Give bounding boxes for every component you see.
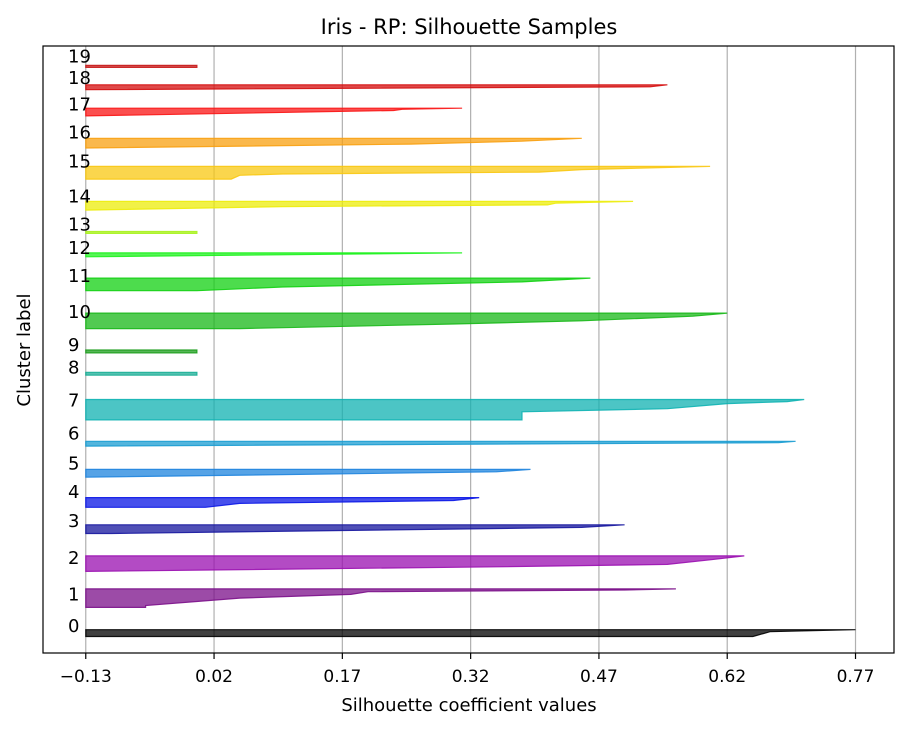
cluster-10-silhouette: [85, 312, 728, 330]
cluster-5-silhouette: [85, 468, 531, 478]
cluster-label-16: 16: [68, 122, 91, 143]
cluster-6-silhouette: [85, 440, 796, 447]
x-tick-label: 0.02: [195, 667, 233, 687]
cluster-12-silhouette: [85, 252, 463, 258]
cluster-9-silhouette: [85, 349, 198, 354]
cluster-3-silhouette: [85, 524, 625, 535]
x-tick-label: 0.62: [708, 667, 746, 687]
cluster-4-silhouette: [85, 497, 480, 508]
plot-frame: [42, 45, 895, 654]
cluster-label-12: 12: [68, 238, 91, 259]
cluster-11-silhouette: [85, 277, 591, 292]
cluster-label-11: 11: [68, 266, 91, 287]
cluster-14-silhouette: [85, 200, 634, 211]
cluster-label-3: 3: [68, 511, 79, 532]
cluster-label-7: 7: [68, 390, 79, 411]
cluster-label-9: 9: [68, 335, 79, 356]
cluster-0-silhouette: [85, 629, 856, 638]
cluster-18-silhouette: [85, 84, 668, 91]
cluster-19-silhouette: [85, 64, 198, 68]
x-tick-label: 0.47: [580, 667, 618, 687]
chart-title: Iris - RP: Silhouette Samples: [321, 15, 618, 39]
cluster-label-2: 2: [68, 548, 79, 569]
cluster-label-1: 1: [68, 585, 79, 606]
x-axis-label: Silhouette coefficient values: [341, 695, 596, 716]
cluster-label-10: 10: [68, 302, 91, 323]
cluster-label-6: 6: [68, 424, 79, 445]
cluster-label-8: 8: [68, 357, 79, 378]
cluster-label-15: 15: [68, 152, 91, 173]
cluster-17-silhouette: [85, 107, 463, 117]
x-axis-ticks: −0.13 0.02 0.17 0.32 0.47 0.62 0.77: [60, 653, 875, 687]
cluster-label-4: 4: [68, 482, 79, 503]
cluster-label-5: 5: [68, 454, 79, 475]
cluster-label-18: 18: [68, 68, 91, 89]
cluster-label-13: 13: [68, 215, 91, 236]
cluster-15-silhouette: [85, 165, 711, 180]
cluster-label-0: 0: [68, 616, 79, 637]
cluster-2-silhouette: [85, 555, 745, 573]
cluster-8-silhouette: [85, 371, 198, 376]
cluster-16-silhouette: [85, 137, 582, 149]
cluster-label-17: 17: [68, 94, 91, 115]
cluster-7-silhouette: [85, 398, 805, 421]
cluster-13-silhouette: [85, 230, 198, 234]
x-tick-label: 0.17: [323, 667, 361, 687]
x-tick-label: 0.77: [837, 667, 875, 687]
y-axis-label: Cluster label: [14, 293, 35, 406]
x-tick-label: 0.32: [452, 667, 490, 687]
x-tick-label: −0.13: [60, 667, 112, 687]
cluster-label-14: 14: [68, 187, 91, 208]
cluster-silhouettes: [85, 64, 856, 638]
cluster-label-19: 19: [68, 47, 91, 68]
cluster-1-silhouette: [85, 588, 676, 608]
